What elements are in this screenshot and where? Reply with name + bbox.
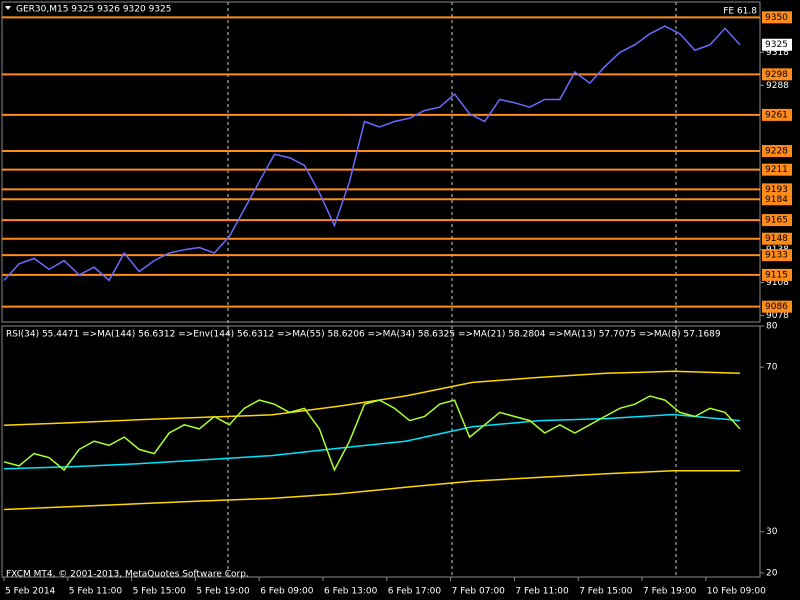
level-tag [762, 163, 792, 176]
y-tick-label: 30 [766, 527, 778, 537]
dropdown-icon[interactable] [5, 6, 11, 10]
x-tick-label: 7 Feb 19:00 [643, 587, 697, 597]
symbol-header: GER30,M15 9325 9326 9320 9325 [16, 5, 172, 15]
level-tag [762, 183, 792, 196]
x-tick-label: 5 Feb 11:00 [69, 587, 123, 597]
y-tick-label: 70 [766, 363, 778, 373]
level-label: 9115 [765, 270, 788, 280]
level-label: 9211 [765, 165, 788, 175]
level-tag [762, 193, 792, 206]
y-tick-label: 9288 [766, 81, 789, 91]
series-line [3, 395, 741, 472]
y-tick-label: 20 [766, 568, 778, 578]
level-tag [762, 232, 792, 245]
level-label: 9193 [765, 185, 788, 195]
x-tick-label: 6 Feb 13:00 [324, 587, 378, 597]
level-label: 9261 [765, 110, 788, 120]
level-tag [762, 214, 792, 227]
series-line [3, 370, 741, 426]
level-label: 9086 [765, 302, 788, 312]
level-label: 9165 [765, 216, 788, 226]
series-line [3, 470, 740, 511]
y-tick-label: 9108 [766, 278, 789, 288]
y-tick-label: 9318 [766, 48, 789, 58]
series-line [3, 413, 741, 470]
level-tag [762, 249, 792, 262]
y-tick-label: 9078 [766, 311, 789, 321]
level-label: 9148 [765, 234, 788, 244]
level-label: 9184 [765, 195, 788, 205]
level-tag [762, 300, 792, 313]
x-tick-label: 7 Feb 11:00 [515, 587, 569, 597]
price-tag [762, 38, 792, 51]
level-label: 9133 [765, 251, 788, 261]
level-tag [762, 68, 792, 81]
level-tag [762, 145, 792, 158]
series-line [3, 25, 741, 282]
x-tick-label: 7 Feb 15:00 [579, 587, 633, 597]
level-tag [762, 268, 792, 281]
fibo-label: FE 61.8 [723, 7, 757, 17]
indicator-header: RSI(34) 55.4471 =>MA(144) 56.6312 =>Env(… [6, 330, 721, 340]
y-tick-label: 80 [766, 322, 778, 332]
price-label: 9325 [765, 40, 788, 50]
rsi-pane [1, 325, 761, 578]
level-label: 9228 [765, 147, 788, 157]
level-tag [762, 108, 792, 121]
x-tick-label: 6 Feb 17:00 [388, 587, 442, 597]
x-tick-label: 5 Feb 19:00 [196, 587, 250, 597]
x-tick-label: 7 Feb 07:00 [452, 587, 506, 597]
level-label: 9298 [765, 70, 788, 80]
level-label: 9350 [765, 13, 788, 23]
level-tag [762, 11, 792, 24]
copyright: FXCM MT4, © 2001-2013, MetaQuotes Softwa… [6, 570, 249, 580]
x-tick-label: 5 Feb 15:00 [133, 587, 187, 597]
x-tick-label: 10 Feb 09:00 [707, 587, 766, 597]
x-tick-label: 6 Feb 09:00 [260, 587, 314, 597]
main-pane [1, 1, 761, 323]
x-tick-label: 5 Feb 2014 [5, 587, 56, 597]
